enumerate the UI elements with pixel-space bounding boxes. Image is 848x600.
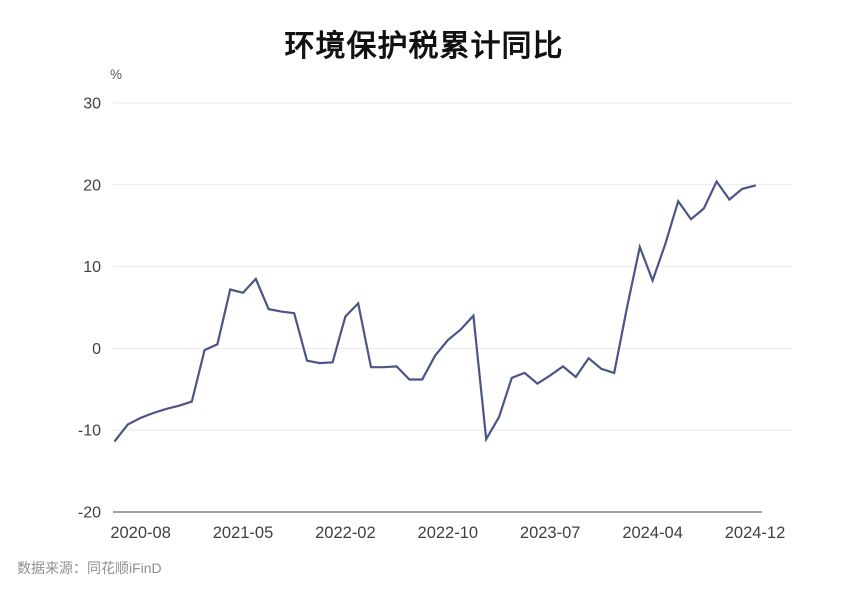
y-tick-label: 10 — [83, 259, 101, 276]
y-axis-unit-label: % — [110, 67, 122, 82]
data-source-caption: 数据来源：同花顺iFinD — [17, 560, 162, 576]
x-tick-label: 2022-10 — [418, 524, 479, 542]
x-tick-label: 2021-05 — [213, 524, 274, 542]
x-tick-label: 2022-02 — [315, 524, 376, 542]
x-tick-label: 2020-08 — [110, 524, 171, 542]
x-tick-label: 2023-07 — [520, 524, 581, 542]
y-tick-label: -20 — [78, 505, 101, 522]
y-tick-label: 30 — [83, 96, 101, 113]
x-tick-label: 2024-12 — [725, 524, 786, 542]
y-tick-label: -10 — [78, 423, 101, 440]
y-tick-label: 0 — [92, 341, 101, 358]
x-tick-label: 2024-04 — [622, 524, 683, 542]
chart-title: 环境保护税累计同比 — [284, 30, 564, 63]
y-tick-label: 20 — [83, 177, 101, 194]
series-line — [113, 179, 757, 443]
